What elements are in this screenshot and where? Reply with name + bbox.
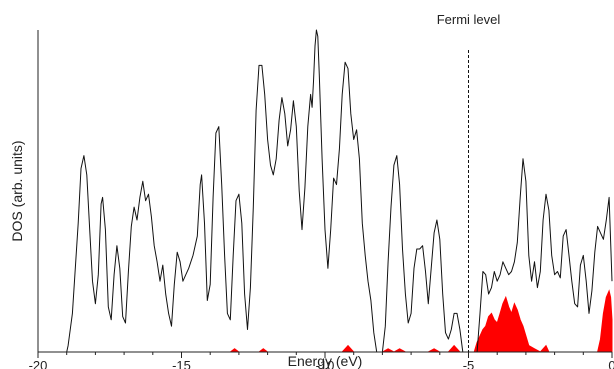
x-tick-label: -5 (463, 358, 475, 369)
dos-line-series (38, 29, 613, 353)
red-area-series (38, 289, 613, 353)
x-tick-label: -15 (172, 358, 191, 369)
x-tick-label: -20 (29, 358, 48, 369)
x-tick-label: 0 (608, 358, 614, 369)
red-series-group (38, 289, 613, 353)
x-ticks-group: -20 -15 -10 -5 0 (29, 352, 614, 369)
dos-series-group (38, 29, 613, 353)
x-tick-label: -10 (316, 358, 335, 369)
fermi-level-label: Fermi level (437, 12, 501, 27)
y-axis-label: DOS (arb. units) (9, 140, 25, 241)
x-axis-label: Energy (eV) (288, 353, 363, 369)
